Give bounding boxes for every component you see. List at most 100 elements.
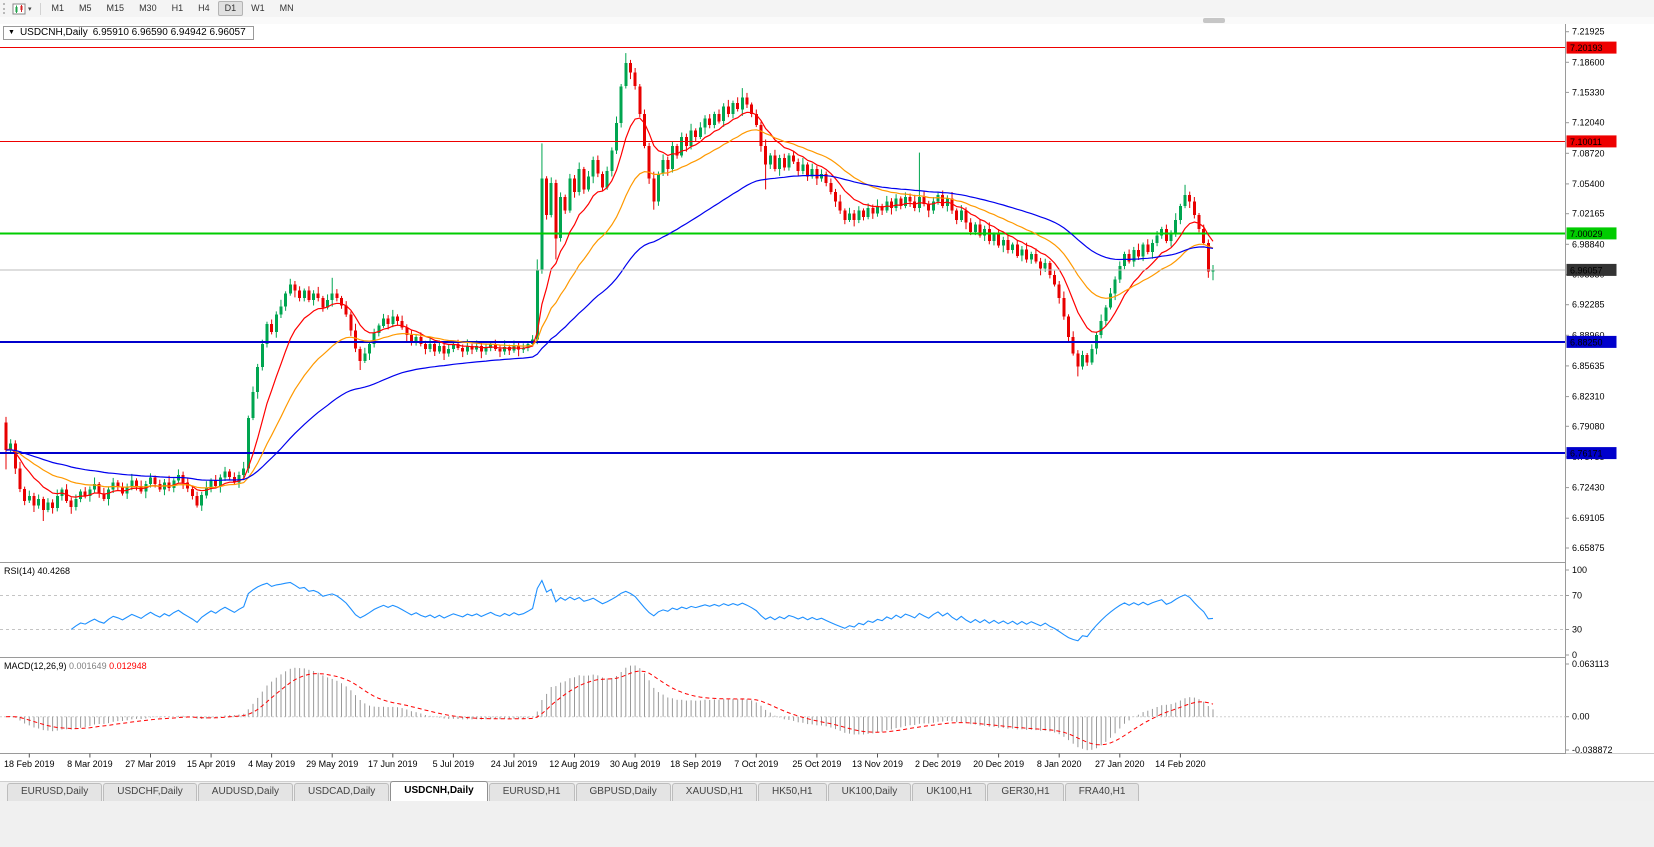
chart-ohlc-label: ▼ USDCNH,Daily 6.95910 6.96590 6.94942 6…: [3, 26, 254, 40]
rsi-indicator-label: RSI(14) 40.4268: [4, 566, 70, 576]
window-bottom-filler: [0, 801, 1654, 847]
macd-scale-label: 0.00: [1572, 712, 1590, 722]
price-axis-label: 7.18600: [1572, 57, 1605, 67]
rsi-scale-label: 0: [1572, 650, 1577, 660]
chart-tab-usdchf-daily[interactable]: USDCHF,Daily: [103, 783, 197, 801]
chart-tab-fra40-h1[interactable]: FRA40,H1: [1064, 783, 1140, 801]
chart-tab-gbpusd-daily[interactable]: GBPUSD,Daily: [575, 783, 671, 801]
price-axis[interactable]: 7.21925 7.18600 7.15330 7.12040 7.08720 7.054…: [1565, 24, 1654, 754]
price-axis-label: 6.85635: [1572, 361, 1605, 371]
candlestick-chart-icon[interactable]: [12, 3, 26, 15]
moving-average-25: [5, 129, 1214, 489]
price-badge: 7.10011: [1570, 137, 1602, 147]
chart-tab-uk100-h1[interactable]: UK100,H1: [912, 783, 987, 801]
price-axis-label: 7.08720: [1572, 148, 1605, 158]
chart-canvas[interactable]: 7.21925 7.18600 7.15330 7.12040 7.08720 7.054…: [0, 24, 1654, 776]
price-axis-label: 6.98840: [1572, 239, 1605, 249]
date-axis-label: 29 May 2019: [306, 759, 358, 769]
symbol-label: USDCNH,Daily: [19, 27, 88, 38]
timeframe-button-m15[interactable]: M15: [106, 3, 125, 13]
timeframe-button-m30[interactable]: M30: [139, 3, 157, 13]
price-badge: 6.88250: [1570, 337, 1603, 347]
chart-tab-audusd-daily[interactable]: AUDUSD,Daily: [197, 783, 294, 801]
rsi-panel: 100 70 30 0 RSI(14) 40.4268: [0, 565, 1587, 660]
price-axis-label: 7.21925: [1572, 27, 1605, 37]
timeframe-button-m5[interactable]: M5: [79, 3, 92, 13]
moving-average-10: [5, 111, 1214, 498]
date-axis-label: 27 Jan 2020: [1095, 759, 1145, 769]
moving-average-60: [5, 174, 1214, 482]
toolbar-drag-handle[interactable]: [3, 3, 8, 14]
macd-panel: 0.063113 0.00 -0.038872 MACD(12,26,9) 0.001…: [0, 659, 1613, 755]
candlestick-series: [4, 53, 1215, 521]
timeframes-toolbar: ▾ M1 M5 M15 M30 H1 H4 D1 W1 MN: [0, 0, 1654, 18]
price-axis-label: 7.12040: [1572, 118, 1605, 128]
price-axis-label: 6.65875: [1572, 543, 1605, 553]
scrollbar-thumb[interactable]: [1203, 18, 1225, 23]
ohlc-values: 6.95910 6.96590 6.94942 6.96057: [92, 27, 246, 38]
price-axis-label: 6.72430: [1572, 483, 1605, 493]
date-axis-label: 27 Mar 2019: [125, 759, 176, 769]
rsi-scale-label: 30: [1572, 625, 1582, 635]
timeframe-button-w1[interactable]: W1: [251, 3, 265, 13]
price-badge: 6.96057: [1570, 265, 1603, 275]
date-axis-label: 7 Oct 2019: [734, 759, 778, 769]
date-axis-label: 20 Dec 2019: [973, 759, 1024, 769]
chart-tab-ger30-h1[interactable]: GER30,H1: [987, 783, 1064, 801]
date-axis-label: 8 Jan 2020: [1037, 759, 1082, 769]
macd-indicator-label: MACD(12,26,9) 0.001649 0.012948: [4, 661, 147, 671]
chart-tab-hk50-h1[interactable]: HK50,H1: [758, 783, 827, 801]
chart-tab-eurusd-h1[interactable]: EURUSD,H1: [488, 783, 575, 801]
date-axis-label: 25 Oct 2019: [792, 759, 841, 769]
price-axis-label: 6.92285: [1572, 300, 1605, 310]
toolbar-separator: [39, 2, 41, 15]
price-badge: 6.76171: [1570, 449, 1603, 459]
collapse-arrow-icon[interactable]: ▼: [8, 29, 15, 36]
macd-scale-label: -0.038872: [1572, 745, 1613, 755]
date-axis-label: 17 Jun 2019: [368, 759, 418, 769]
date-axis-label: 4 May 2019: [248, 759, 295, 769]
rsi-scale-label: 70: [1572, 591, 1582, 601]
chevron-down-icon[interactable]: ▾: [28, 5, 32, 13]
date-axis-label: 30 Aug 2019: [610, 759, 661, 769]
panel-frame: [0, 24, 1654, 754]
date-axis-label: 2 Dec 2019: [915, 759, 961, 769]
macd-signal-line: [5, 670, 1214, 746]
price-axis-label: 6.69105: [1572, 513, 1605, 523]
chart-tabs-bar: EURUSD,Daily USDCHF,Daily AUDUSD,Daily USDC…: [0, 781, 1654, 801]
timeframe-button-d1[interactable]: D1: [217, 1, 244, 16]
chart-tab-usdcad-daily[interactable]: USDCAD,Daily: [294, 783, 390, 801]
price-axis-label: 7.15330: [1572, 87, 1605, 97]
time-axis[interactable]: 18 Feb 2019 8 Mar 2019 27 Mar 2019 15 Apr 2…: [4, 753, 1206, 770]
chart-tab-eurusd-daily[interactable]: EURUSD,Daily: [7, 783, 103, 801]
price-axis-label: 7.05400: [1572, 179, 1605, 189]
price-badge: 7.00029: [1570, 229, 1603, 239]
date-axis-label: 15 Apr 2019: [187, 759, 236, 769]
timeframe-button-h1[interactable]: H1: [171, 3, 184, 13]
macd-scale-label: 0.063113: [1572, 659, 1609, 669]
chart-tab-uk100-daily[interactable]: UK100,Daily: [827, 783, 912, 801]
chart-tab-xauusd-h1[interactable]: XAUUSD,H1: [671, 783, 758, 801]
timeframe-button-m1[interactable]: M1: [51, 3, 65, 13]
date-axis-label: 18 Feb 2019: [4, 759, 55, 769]
timeframe-buttons: M1 M5 M15 M30 H1 H4 D1 W1 MN: [45, 1, 301, 16]
chart-area[interactable]: 7.21925 7.18600 7.15330 7.12040 7.08720 7.054…: [0, 24, 1654, 776]
rsi-scale-label: 100: [1572, 565, 1587, 575]
timeframe-button-h4[interactable]: H4: [198, 3, 210, 13]
price-axis-label: 6.88960: [1572, 330, 1605, 340]
price-axis-label: 6.82310: [1572, 392, 1605, 402]
rsi-line: [70, 579, 1214, 642]
date-axis-label: 12 Aug 2019: [549, 759, 600, 769]
chart-horizontal-scrollbar[interactable]: [0, 17, 1654, 24]
price-axis-label: 7.02165: [1572, 209, 1605, 219]
date-axis-label: 14 Feb 2020: [1155, 759, 1206, 769]
date-axis-label: 18 Sep 2019: [670, 759, 721, 769]
timeframe-button-mn[interactable]: MN: [279, 3, 294, 13]
price-axis-label: 6.79080: [1572, 421, 1605, 431]
date-axis-label: 8 Mar 2019: [67, 759, 113, 769]
price-badge: 7.20193: [1570, 43, 1603, 53]
price-badges: 7.20193 7.10011 7.00029 6.88250 6.76171 6.960…: [1566, 41, 1617, 460]
date-axis-label: 24 Jul 2019: [491, 759, 538, 769]
chart-tab-usdcnh-daily[interactable]: USDCNH,Daily: [390, 781, 488, 801]
